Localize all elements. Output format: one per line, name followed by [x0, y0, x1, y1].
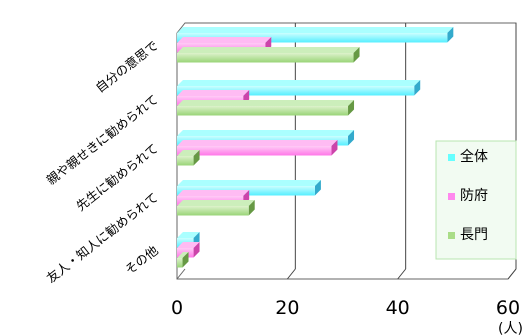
legend-swatch-3	[448, 232, 455, 239]
bar-1	[177, 86, 415, 96]
bar-side-1	[414, 80, 421, 96]
bar-top-3	[177, 200, 255, 206]
x-tick-label: 0	[171, 297, 183, 319]
bar-3	[177, 258, 183, 268]
bar-top-2	[177, 140, 338, 146]
bar-3	[177, 106, 349, 116]
legend-label-1: 全体	[460, 148, 488, 165]
x-tick-label: 40	[386, 297, 410, 319]
x-axis-unit: (人)	[498, 321, 523, 336]
legend-label-2: 防府	[460, 188, 488, 204]
bar-2	[177, 146, 332, 156]
bar-side-3	[348, 100, 355, 116]
x-tick-labels: 0 20 40 60	[171, 297, 520, 319]
bar-side-3	[353, 47, 360, 63]
gridline-floor	[397, 268, 407, 280]
bar-side-3	[182, 252, 189, 268]
plot-corner-edge	[176, 268, 186, 280]
bar-side-3	[193, 150, 200, 166]
bar-1	[177, 33, 448, 43]
category-label: 親や親せきに勧められて	[44, 92, 161, 188]
legend-label-3: 長門	[460, 227, 488, 243]
bar-side-1	[314, 180, 321, 196]
bar-top-3	[177, 252, 189, 258]
bar-top-3	[177, 47, 360, 53]
bar-top-1	[177, 80, 421, 86]
bar-side-2	[193, 242, 200, 258]
bar-top-2	[177, 190, 250, 196]
gridline-floor	[286, 268, 296, 280]
x-tick-label: 20	[275, 297, 299, 319]
x-tick-label: 60	[496, 297, 520, 319]
bar-3	[177, 156, 194, 166]
bar-top-2	[177, 37, 272, 43]
bar-top-2	[177, 90, 250, 96]
bar-top-1	[177, 232, 200, 238]
legend-swatch-1	[448, 154, 455, 161]
bar-3	[177, 53, 354, 63]
bar-side-1	[447, 27, 454, 43]
category-label: 友人・知人に勧められて	[44, 190, 161, 286]
category-label: その他	[122, 242, 161, 277]
bars	[177, 27, 454, 268]
bar-top-1	[177, 130, 355, 136]
bar-side-1	[348, 130, 355, 146]
bar-3	[177, 206, 249, 216]
bar-side-2	[331, 140, 338, 156]
bar-top-3	[177, 100, 355, 106]
bar-top-2	[177, 242, 200, 248]
bar-side-3	[248, 200, 255, 216]
bar-top-3	[177, 150, 200, 156]
category-label: 自分の意思で	[92, 38, 160, 96]
bar-top-1	[177, 180, 321, 186]
legend-swatch-2	[448, 193, 455, 200]
gridline-floor	[507, 268, 517, 280]
bar-top-1	[177, 27, 454, 33]
